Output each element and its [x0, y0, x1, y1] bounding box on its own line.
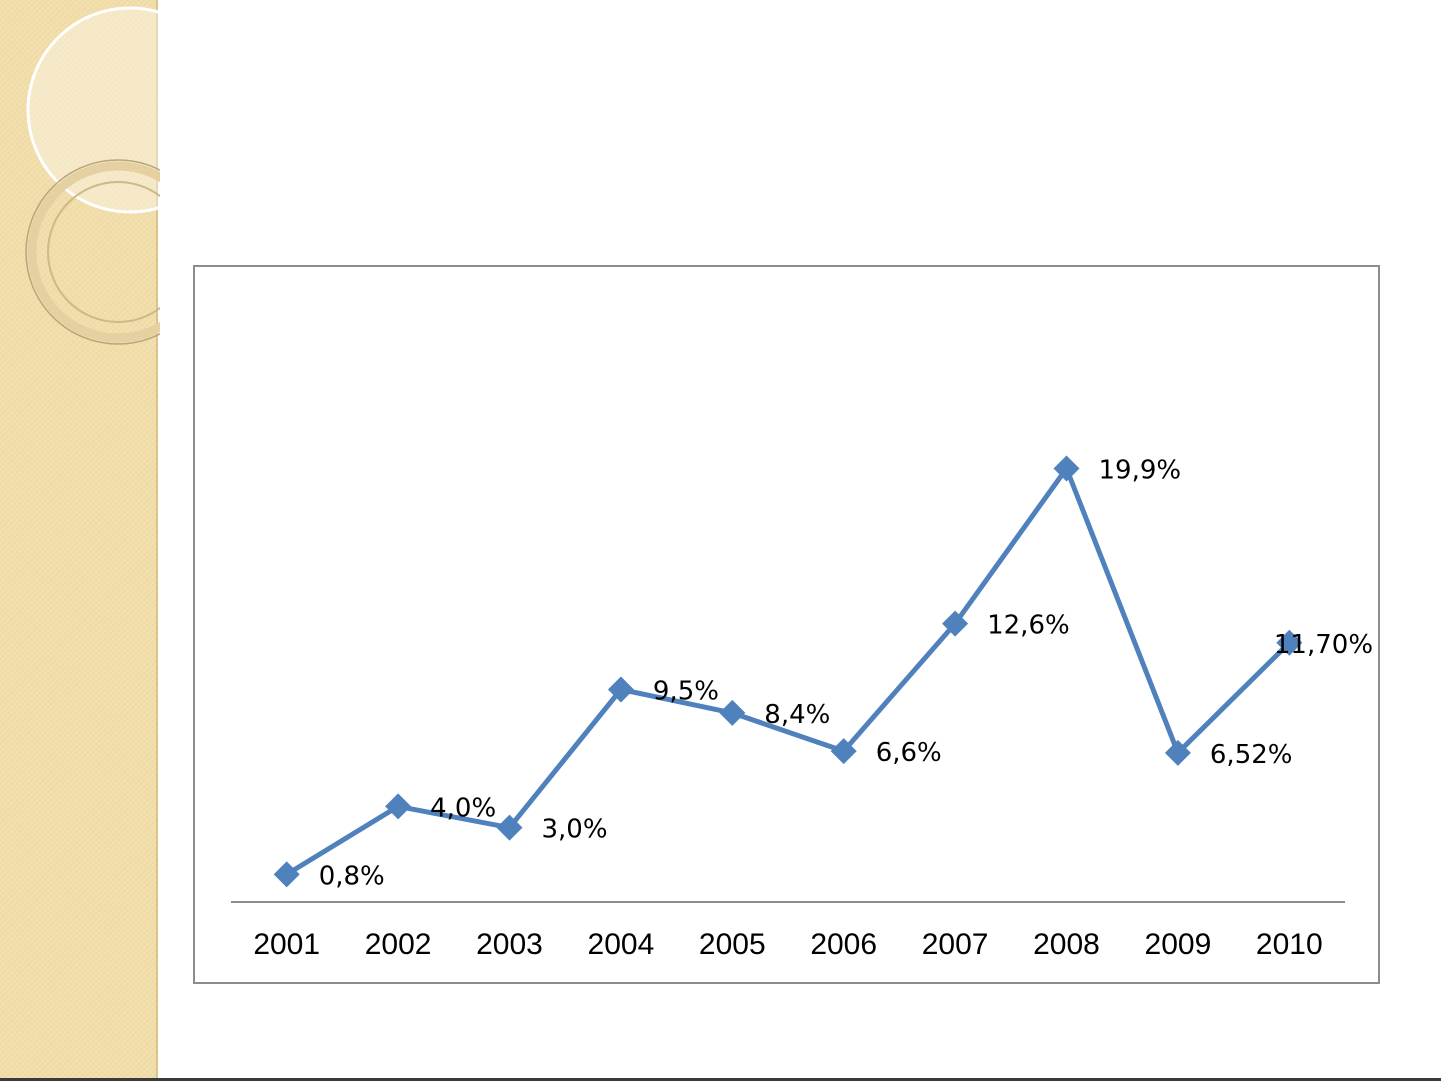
data-label-2008: 19,9% [1099, 456, 1182, 486]
data-labels: 0,8% 4,0% 3,0% 9,5% 8,4% 6,6% 12,6% 19,9% 6,52% 1… [319, 456, 1373, 892]
x-tick-labels: 2001 2002 2003 2004 2005 2006 2007 2008 2009 2010 [253, 928, 1322, 961]
x-tick-label-2001: 2001 [253, 928, 320, 961]
data-point-marker-2005 [719, 699, 746, 726]
data-label-2001: 0,8% [319, 861, 385, 891]
series-line [285, 466, 1292, 877]
data-point-marker-2004 [607, 676, 634, 703]
x-tick-label-2002: 2002 [365, 928, 432, 961]
data-label-2003: 3,0% [542, 815, 608, 845]
x-tick-label-2007: 2007 [922, 928, 989, 961]
data-point-marker-2001 [273, 861, 300, 888]
data-point-marker-2003 [496, 814, 523, 841]
data-label-2009: 6,52% [1210, 740, 1293, 770]
line-chart: 0,8% 4,0% 3,0% 9,5% 8,4% 6,6% 12,6% 19,9% 6,52% 1… [231, 455, 1373, 961]
x-tick-label-2009: 2009 [1145, 928, 1212, 961]
data-point-marker-2007 [942, 610, 969, 637]
data-point-marker-2010 [1276, 629, 1303, 656]
data-point-marker-2002 [385, 793, 412, 820]
data-point-marker-2006 [830, 738, 857, 765]
data-label-2005: 8,4% [764, 700, 830, 730]
data-label-2002: 4,0% [430, 793, 496, 823]
decorative-rings [25, 6, 160, 345]
data-label-2010: 11,70% [1274, 630, 1373, 660]
x-tick-label-2008: 2008 [1033, 928, 1100, 961]
data-label-2006: 6,6% [876, 738, 942, 768]
series-markers [273, 455, 1303, 888]
x-tick-label-2004: 2004 [588, 928, 655, 961]
bottom-edge [0, 1078, 1441, 1081]
x-tick-label-2005: 2005 [699, 928, 766, 961]
data-label-2007: 12,6% [987, 611, 1070, 641]
x-tick-label-2003: 2003 [476, 928, 543, 961]
data-point-marker-2009 [1164, 739, 1191, 766]
x-tick-label-2010: 2010 [1256, 928, 1323, 961]
data-point-marker-2008 [1053, 455, 1080, 482]
chart-frame: 0,8% 4,0% 3,0% 9,5% 8,4% 6,6% 12,6% 19,9% 6,52% 1… [193, 265, 1380, 984]
data-label-2004: 9,5% [653, 677, 719, 707]
x-tick-label-2006: 2006 [810, 928, 877, 961]
